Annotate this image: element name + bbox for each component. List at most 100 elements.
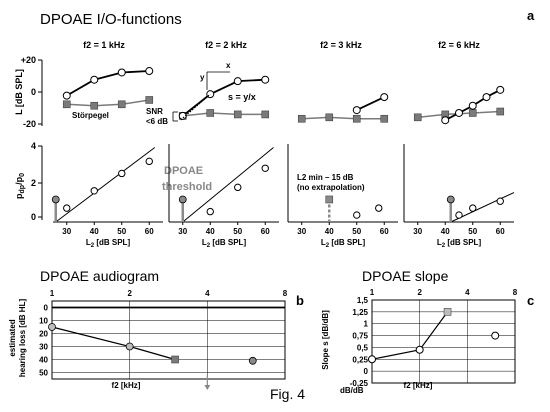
noise-marker-4-4 (496, 107, 505, 116)
pdp-marker-2-3 (261, 164, 269, 172)
audiogram-xtick-4: 4 (205, 289, 210, 298)
noise-marker-2-2 (206, 109, 215, 117)
annot-y: y (200, 73, 205, 82)
noise-marker-1-2 (90, 101, 99, 110)
xtick-label-1-60: 60 (145, 227, 154, 236)
threshold-marker-4 (446, 195, 455, 204)
top-ytick-m20: -20 (23, 119, 36, 129)
xtick-label-1-40: 40 (90, 227, 99, 236)
dpoae-marker-4-2 (455, 108, 463, 117)
threshold-marker-3 (325, 195, 334, 204)
annot-snr: SNR (146, 107, 163, 116)
dpoae-line-2 (182, 78, 266, 117)
audiogram-ytick-30: 30 (39, 343, 48, 352)
noise-marker-3-1 (297, 114, 306, 123)
xtick-label-3-60: 60 (380, 227, 389, 236)
dpoae-marker-4-5 (496, 85, 505, 94)
slope-ytick--0,25: -0,25 (350, 379, 369, 388)
xlabel-2: L2 [dB SPL] (202, 238, 247, 249)
snr-bracket (172, 111, 178, 122)
threshold-marker-2 (178, 195, 187, 204)
audiogram-line (51, 326, 176, 361)
xlabel-1: L2 [dB SPL] (86, 238, 131, 249)
dpoae-marker-2-1 (178, 111, 187, 120)
slope-unit-label: dB/dB (340, 386, 364, 395)
dpoae-line-1 (66, 70, 150, 97)
xtick-label-2-60: 60 (261, 227, 270, 236)
bottom-ylabel: pdp/p0 (14, 173, 26, 199)
noise-floor-line-3 (301, 116, 385, 120)
dpoae-marker-1-2 (90, 75, 99, 84)
slope-ytick-0: 0 (364, 367, 369, 376)
fit-line-1 (55, 147, 156, 223)
panel-title-2khz: f2 = 2 kHz (205, 40, 247, 50)
xlabel-4: L2 [dB SPL] (437, 238, 482, 249)
annot-x: x (226, 61, 231, 70)
slope-frame (371, 299, 516, 384)
pdp-marker-2-2 (234, 183, 242, 192)
xtick-label-4-60: 60 (496, 227, 505, 236)
pdp-marker-3-2 (375, 204, 383, 212)
slope-ytick-1,5: 1,5 (357, 296, 369, 305)
panel-letter-b: b (296, 293, 304, 308)
audiogram-frame (51, 300, 286, 380)
annot-snr-value: <6 dB (146, 117, 168, 126)
dpoae-marker-2-3 (233, 77, 242, 86)
noise-marker-3-4 (380, 114, 389, 123)
slope-xtick-4: 4 (465, 288, 470, 297)
noise-floor-line-2 (182, 112, 266, 117)
noise-marker-1-1 (62, 100, 71, 109)
pdp-marker-1-3 (118, 169, 126, 178)
noise-marker-2-4 (261, 110, 270, 119)
pdp-marker-2-1 (206, 207, 214, 216)
pdp-marker-1-2 (90, 187, 98, 195)
slope-ytick-0,75: 0,75 (352, 332, 368, 341)
dpoae-marker-1-3 (117, 68, 126, 77)
noise-marker-3-3 (352, 114, 361, 123)
noise-floor-line-1 (66, 99, 150, 107)
dpoae-marker-3-2 (380, 93, 389, 102)
xtick-label-4-30: 30 (413, 227, 422, 236)
figure-caption: Fig. 4 (270, 386, 305, 402)
audiogram-title: DPOAE audiogram (40, 268, 159, 284)
annot-slope-formula: s = y/x (228, 92, 256, 102)
top-ytick-0: 0 (31, 87, 36, 97)
panel-letter-c: c (527, 293, 534, 308)
dpoae-marker-3-1 (352, 106, 361, 115)
slope-triangle (206, 71, 230, 90)
slope-ytick-0,25: 0,25 (352, 355, 368, 364)
slope-marker-1 (368, 355, 376, 364)
audiogram-ytick-50: 50 (39, 369, 48, 378)
xtick-label-1-50: 50 (117, 227, 126, 236)
bottom-y-axis: 4 2 0 pdp/p0 (14, 141, 43, 222)
slope-xlabel: f2 [kHz] (404, 381, 433, 390)
xtick-label-3-40: 40 (325, 227, 334, 236)
dpoae-marker-1-1 (62, 91, 71, 100)
xtick-label-2-50: 50 (233, 227, 242, 236)
noise-marker-4-3 (468, 109, 477, 117)
pdp-marker-4-2 (469, 204, 477, 212)
pdp-marker-3-1 (353, 211, 361, 219)
slope-xtick-2: 2 (417, 288, 422, 297)
audiogram-xtick-8: 8 (283, 289, 288, 298)
slope-extra-marker-1 (491, 331, 500, 340)
dpoae-marker-1-4 (145, 67, 154, 76)
annot-no-extrapolation: (no extrapolation) (297, 183, 365, 192)
bottom-ytick-0: 0 (31, 212, 36, 222)
panel-title-1khz: f2 = 1 kHz (83, 40, 125, 50)
slope-xtick-8: 8 (513, 288, 518, 297)
dpoae-marker-2-4 (261, 75, 270, 84)
noise-marker-3-2 (325, 113, 334, 122)
audiogram-ylabel-1: estimated (8, 319, 17, 356)
top-y-axis: +20 0 -20 L [dB SPL] (14, 55, 43, 129)
xtick-label-4-40: 40 (441, 227, 450, 236)
pdp-marker-1-4 (145, 157, 153, 166)
xtick-label-2-30: 30 (178, 227, 187, 236)
audiogram-ytick-20: 20 (39, 330, 48, 339)
threshold-marker-1 (51, 195, 60, 204)
bottom-ytick-2: 2 (31, 178, 36, 188)
xtick-label-3-30: 30 (297, 227, 306, 236)
annot-dpoae: DPOAE (164, 165, 203, 177)
